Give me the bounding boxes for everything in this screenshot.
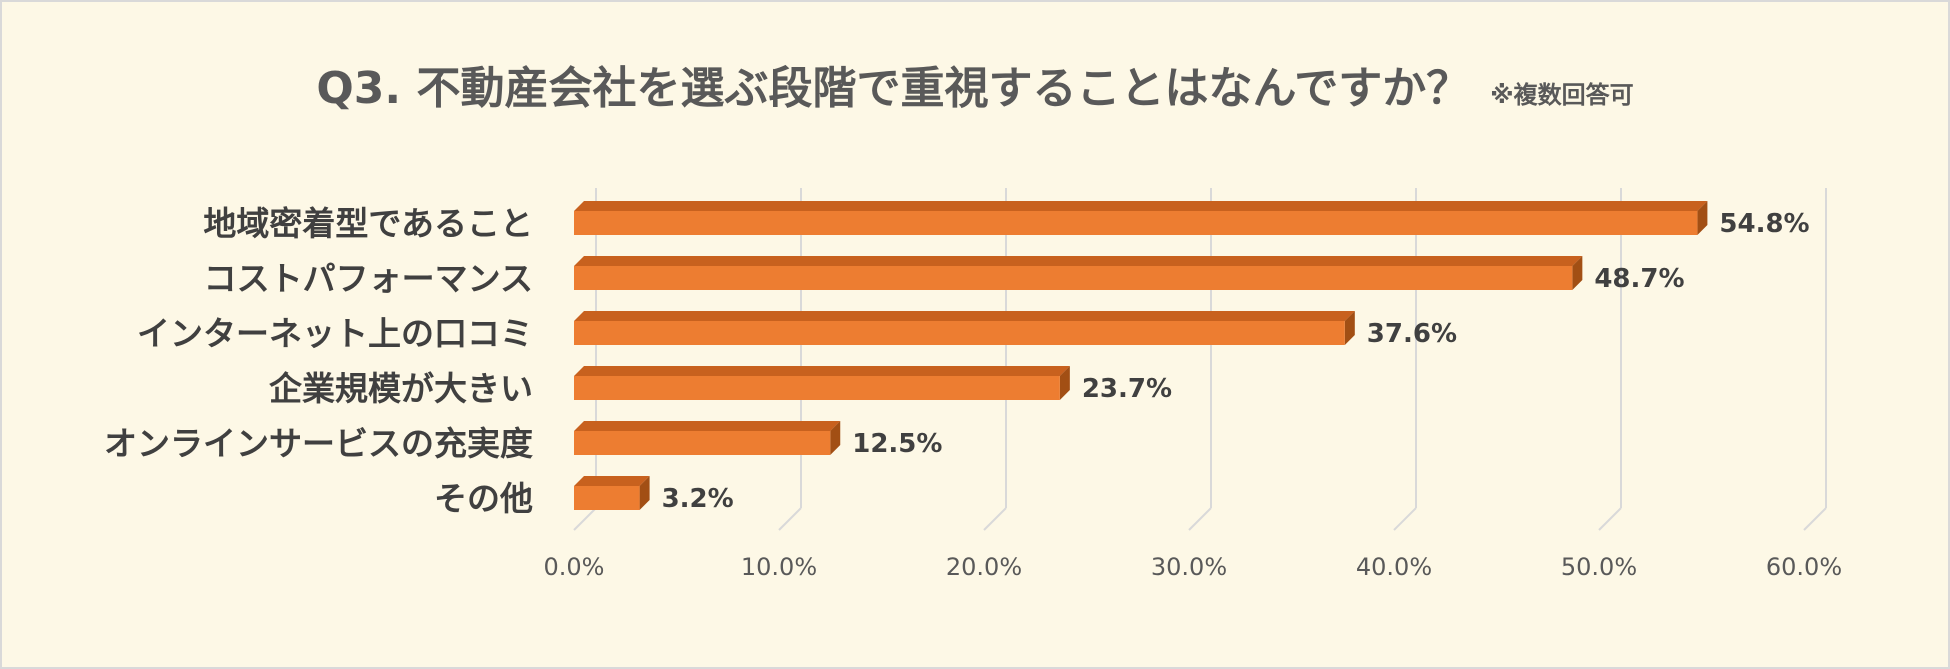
- gridline-foot: [573, 507, 597, 531]
- gridline-foot: [1803, 507, 1827, 531]
- x-tick-label: 30.0%: [1151, 553, 1227, 581]
- data-label: 48.7%: [1594, 264, 1684, 294]
- bar-top: [574, 201, 1708, 211]
- bar-side: [1059, 366, 1070, 400]
- bar-top: [574, 366, 1070, 376]
- x-tick-label: 0.0%: [544, 553, 605, 581]
- gridline-foot: [1598, 507, 1622, 531]
- gridline-foot: [1393, 507, 1417, 531]
- category-label: その他: [434, 479, 533, 518]
- bar-top: [574, 256, 1583, 266]
- bar: [574, 486, 640, 510]
- gridline-foot: [778, 507, 802, 531]
- category-label: コストパフォーマンス: [204, 259, 533, 298]
- bar: [574, 211, 1698, 235]
- x-tick-label: 60.0%: [1766, 553, 1842, 581]
- data-label: 54.8%: [1719, 209, 1809, 239]
- data-label: 3.2%: [662, 484, 734, 514]
- bar-side: [639, 476, 650, 510]
- bar: [574, 266, 1573, 290]
- category-label: 企業規模が大きい: [269, 369, 533, 408]
- data-label: 37.6%: [1367, 319, 1457, 349]
- x-tick-label: 10.0%: [741, 553, 817, 581]
- bar-top: [574, 476, 650, 486]
- category-label: 地域密着型であること: [203, 204, 533, 243]
- chart-note: ※複数回答可: [1490, 81, 1634, 109]
- gridline-foot: [1188, 507, 1212, 531]
- x-tick-label: 50.0%: [1561, 553, 1637, 581]
- category-label: オンラインサービスの充実度: [104, 424, 533, 463]
- bar-top: [574, 421, 841, 431]
- bar-side: [1697, 201, 1708, 235]
- x-tick-label: 20.0%: [946, 553, 1022, 581]
- bar-top: [574, 311, 1355, 321]
- chart-title-block: Q3. 不動産会社を選ぶ段階で重視することはなんですか？ ※複数回答可: [0, 52, 1950, 116]
- bar: [574, 376, 1060, 400]
- category-label: インターネット上の口コミ: [137, 314, 533, 353]
- data-label: 23.7%: [1082, 374, 1172, 404]
- gridline-foot: [983, 507, 1007, 531]
- chart-title: Q3. 不動産会社を選ぶ段階で重視することはなんですか？: [316, 63, 1471, 114]
- bar-side: [1344, 311, 1355, 345]
- bar: [574, 321, 1345, 345]
- bar-side: [1572, 256, 1583, 290]
- x-tick-label: 40.0%: [1356, 553, 1432, 581]
- data-label: 12.5%: [852, 429, 942, 459]
- bar: [574, 431, 831, 455]
- bar-side: [830, 421, 841, 455]
